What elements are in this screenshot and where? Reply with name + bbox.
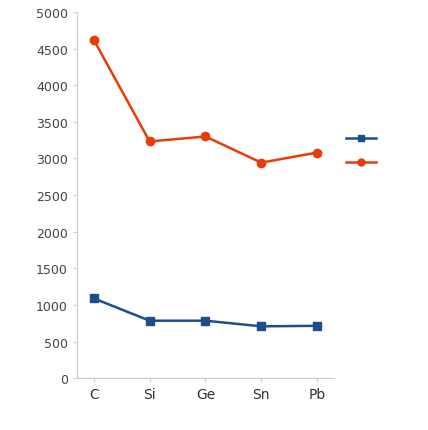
Legend: , : , — [346, 133, 388, 171]
